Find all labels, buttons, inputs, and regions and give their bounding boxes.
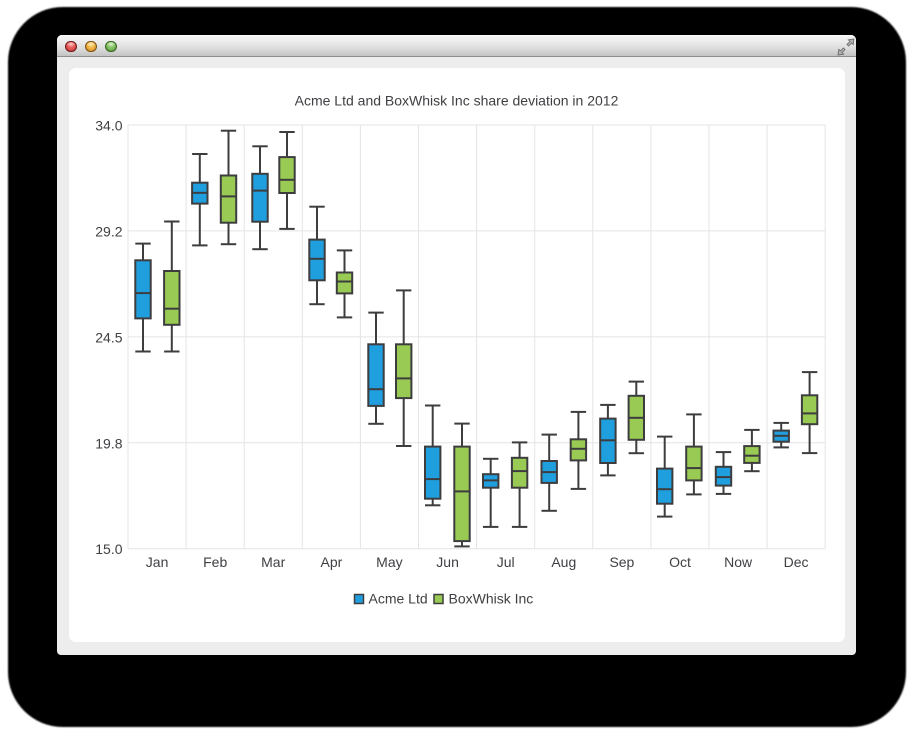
svg-text:Jun: Jun	[436, 554, 459, 570]
svg-text:Oct: Oct	[669, 554, 691, 570]
svg-text:Feb: Feb	[203, 554, 227, 570]
svg-text:May: May	[376, 554, 402, 570]
svg-text:Jan: Jan	[146, 554, 169, 570]
svg-text:29.2: 29.2	[95, 223, 122, 239]
svg-text:15.0: 15.0	[95, 541, 122, 557]
svg-text:Dec: Dec	[784, 554, 809, 570]
svg-text:Acme Ltd and BoxWhisk Inc shar: Acme Ltd and BoxWhisk Inc share deviatio…	[295, 93, 619, 109]
svg-text:24.5: 24.5	[95, 329, 122, 345]
svg-text:Apr: Apr	[321, 554, 343, 570]
svg-text:34.0: 34.0	[95, 118, 122, 134]
svg-text:19.8: 19.8	[95, 435, 122, 451]
svg-text:Mar: Mar	[261, 554, 285, 570]
svg-text:Acme Ltd: Acme Ltd	[369, 591, 428, 607]
svg-text:Now: Now	[724, 554, 753, 570]
svg-text:Sep: Sep	[609, 554, 634, 570]
svg-text:Aug: Aug	[551, 554, 576, 570]
svg-text:BoxWhisk Inc: BoxWhisk Inc	[449, 591, 534, 607]
svg-text:Jul: Jul	[497, 554, 515, 570]
